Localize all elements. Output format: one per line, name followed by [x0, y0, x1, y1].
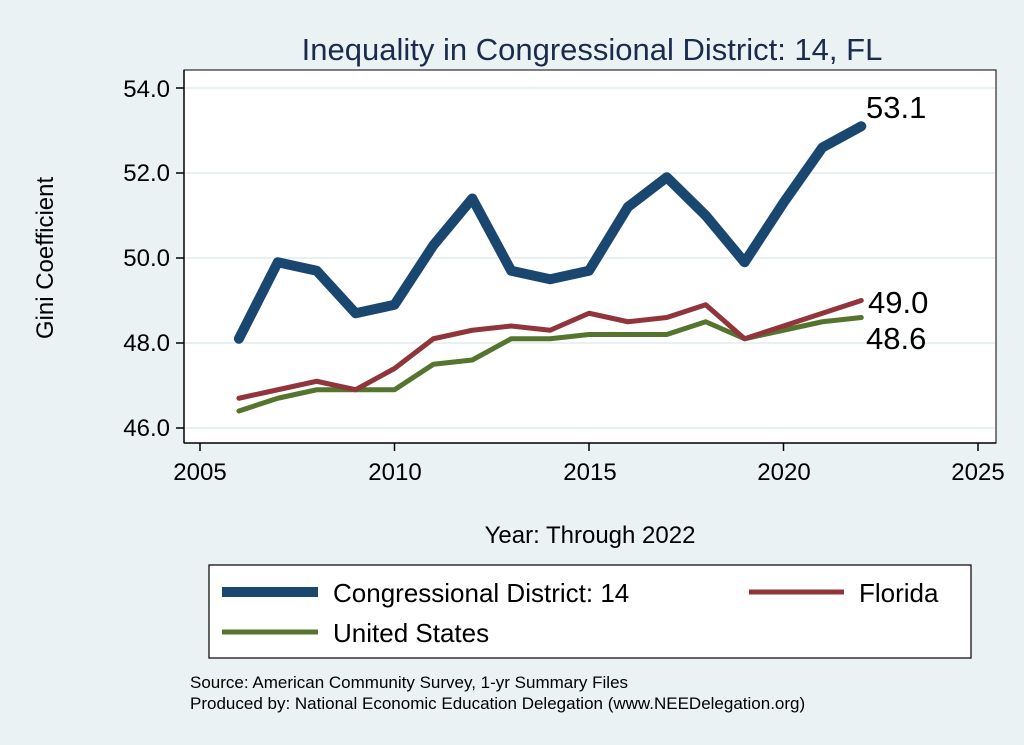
- series-lines: [233, 121, 867, 414]
- plot-area: [183, 69, 997, 444]
- x-tick-label: 2025: [951, 459, 1004, 486]
- x-tick-label: 2010: [368, 459, 421, 486]
- source-line: Source: American Community Survey, 1-yr …: [190, 673, 628, 692]
- grid-lines: [185, 87, 995, 429]
- series-line-florida: [236, 298, 864, 401]
- end-label-district: 53.1: [866, 90, 926, 125]
- end-label-florida: 49.0: [868, 285, 928, 320]
- x-axis-title: Year: Through 2022: [485, 522, 696, 549]
- end-label-united-states: 48.6: [866, 321, 926, 356]
- x-tick-label: 2015: [563, 459, 616, 486]
- y-tick-label: 48.0: [123, 330, 170, 357]
- x-tick-label: 2020: [757, 459, 810, 486]
- x-tick-label: 2005: [173, 459, 226, 486]
- legend-label-united-states: United States: [333, 618, 489, 648]
- produced-by-line: Produced by: National Economic Education…: [190, 694, 805, 713]
- chart-title: Inequality in Congressional District: 14…: [302, 32, 883, 67]
- series-line-congressional-district-14: [233, 121, 867, 344]
- y-tick-label: 46.0: [123, 415, 170, 442]
- y-tick-label: 54.0: [123, 76, 170, 103]
- y-tick-label: 52.0: [123, 160, 170, 187]
- legend: Congressional District: 14 Florida Unite…: [208, 564, 972, 659]
- legend-box: [208, 564, 972, 659]
- axis-ticks: [176, 87, 979, 451]
- y-tick-label: 50.0: [123, 245, 170, 272]
- y-axis-title: Gini Coefficient: [32, 177, 59, 340]
- legend-label-district: Congressional District: 14: [333, 578, 629, 608]
- legend-label-florida: Florida: [859, 578, 939, 608]
